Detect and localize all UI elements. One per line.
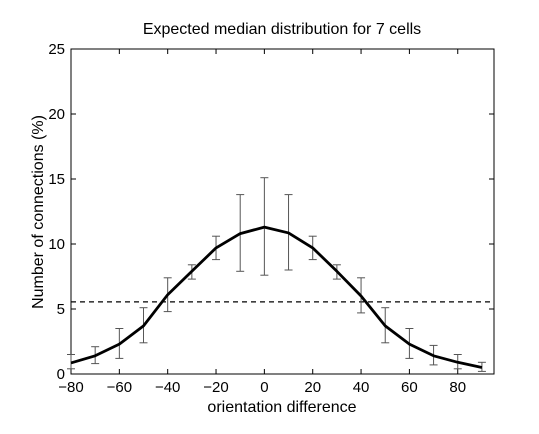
x-tick-label-8: 80 xyxy=(449,379,466,396)
x-tick-label-3: −20 xyxy=(203,379,228,396)
y-tick-label-0: 0 xyxy=(57,366,65,383)
y-tick-label-4: 20 xyxy=(48,106,65,123)
x-tick-label-0: −80 xyxy=(58,379,83,396)
series-line-0 xyxy=(70,225,483,369)
y-tick-label-1: 5 xyxy=(57,301,65,318)
x-tick-label-6: 40 xyxy=(353,379,370,396)
series-group xyxy=(70,225,483,369)
plot-frame xyxy=(70,48,495,375)
x-tick-label-1: −60 xyxy=(107,379,132,396)
x-tick-label-7: 60 xyxy=(401,379,418,396)
x-tick-label-5: 20 xyxy=(304,379,321,396)
x-tick-label-2: −40 xyxy=(155,379,180,396)
x-tick-label-4: 0 xyxy=(260,379,268,396)
y-tick-label-3: 15 xyxy=(48,171,65,188)
x-axis-label: orientation difference xyxy=(207,399,356,416)
y-tick-label-2: 10 xyxy=(48,236,65,253)
tick-group: −80 −60 −40 −20 0 20 40 60 80 0 5 10 15 20 25 xyxy=(48,41,494,396)
error-bar-group xyxy=(67,177,486,372)
chart-title: Expected median distribution for 7 cells xyxy=(143,21,421,38)
y-axis-label: Number of connections (%) xyxy=(30,115,47,309)
y-tick-label-5: 25 xyxy=(48,41,65,58)
